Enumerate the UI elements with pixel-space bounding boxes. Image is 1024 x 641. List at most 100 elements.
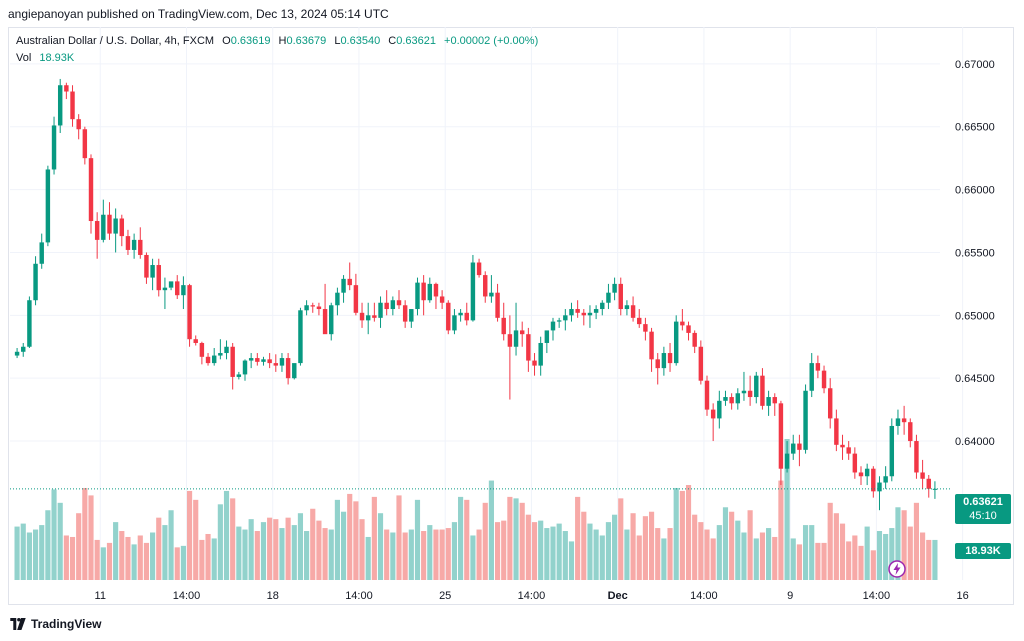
candle xyxy=(144,252,149,284)
candle xyxy=(33,256,38,306)
candle-body xyxy=(483,275,488,297)
candle-body xyxy=(686,325,691,333)
candle-body xyxy=(384,302,389,310)
volume-bar xyxy=(94,539,100,580)
candle xyxy=(304,300,309,316)
candle-body xyxy=(193,339,198,343)
volume-bar xyxy=(809,525,815,580)
volume-bar xyxy=(494,522,501,580)
candle xyxy=(279,353,285,372)
candle xyxy=(495,283,500,322)
candle xyxy=(723,390,728,406)
volume-bar xyxy=(223,490,230,580)
candle xyxy=(581,309,587,326)
candle xyxy=(205,353,211,366)
volume-bar xyxy=(476,529,482,580)
volume-bar xyxy=(790,538,796,580)
candle xyxy=(427,277,433,303)
candle xyxy=(421,275,426,316)
candle-body xyxy=(113,218,118,234)
candle-body xyxy=(809,363,814,391)
candle-body xyxy=(14,351,20,356)
volume-bar xyxy=(297,513,304,580)
volume-bars xyxy=(14,439,938,580)
volume-tag: 18.93K xyxy=(955,543,1011,559)
candle-body xyxy=(415,282,420,310)
candle-body xyxy=(365,315,371,321)
candle xyxy=(784,441,790,473)
volume-bar xyxy=(236,526,242,580)
candle xyxy=(630,296,636,322)
volume-bar xyxy=(390,532,396,580)
candle-body xyxy=(821,370,827,389)
legend-low-value: 0.63540 xyxy=(340,35,381,47)
candle xyxy=(138,227,143,259)
volume-bar xyxy=(704,529,710,580)
candle xyxy=(439,290,445,310)
volume-bar xyxy=(316,520,322,580)
candle-body xyxy=(255,358,260,362)
candle-body xyxy=(168,281,174,288)
candle xyxy=(827,378,833,429)
volume-bar xyxy=(692,514,698,580)
volume-bar xyxy=(673,487,679,580)
last-price-value: 0.63621 xyxy=(963,496,1003,508)
candle xyxy=(292,363,297,380)
candle xyxy=(236,371,242,380)
footer-brand[interactable]: TradingView xyxy=(10,617,101,631)
volume-bar xyxy=(279,528,285,580)
candle xyxy=(156,258,161,297)
volume-bar xyxy=(347,493,353,580)
lightning-icon[interactable] xyxy=(888,560,906,578)
candle xyxy=(513,302,519,356)
candle-body xyxy=(766,397,771,406)
candle xyxy=(365,302,371,335)
price-axis: 0.67000 0.66500 0.66000 0.65500 0.65000 0.645… xyxy=(955,59,995,448)
volume-bar xyxy=(710,538,716,580)
candle xyxy=(747,375,753,406)
volume-bar xyxy=(778,480,784,580)
volume-bar xyxy=(384,529,390,580)
candle xyxy=(341,275,346,303)
price-axis-label: 0.66000 xyxy=(955,185,995,197)
time-axis-label: 25 xyxy=(439,590,451,602)
candle-body xyxy=(273,363,279,366)
candlestick-chart[interactable]: 0.67000 0.66500 0.66000 0.65500 0.65000 0.645… xyxy=(8,27,1014,605)
candle xyxy=(563,309,568,331)
volume-bar xyxy=(427,525,433,580)
candle xyxy=(409,309,414,328)
candle-body xyxy=(741,390,747,394)
candle-body xyxy=(667,353,673,364)
candle xyxy=(908,418,913,448)
candle-body xyxy=(772,397,777,404)
volume-bar xyxy=(821,542,827,580)
candle xyxy=(101,199,106,243)
candle xyxy=(538,336,543,376)
legend-close-label: C xyxy=(388,35,397,47)
candle xyxy=(692,330,697,354)
volume-bar xyxy=(833,513,839,580)
candle-body xyxy=(513,330,519,347)
legend-vol-label[interactable]: Vol xyxy=(16,52,32,64)
volume-bar xyxy=(802,525,809,580)
candle-body xyxy=(643,324,648,332)
volume-bar xyxy=(377,513,384,580)
volume-bar xyxy=(32,529,39,580)
candle-body xyxy=(618,283,623,310)
candle xyxy=(310,302,315,313)
volume-bar xyxy=(618,498,624,580)
volume-bar xyxy=(716,525,722,580)
candle xyxy=(877,476,882,511)
candle xyxy=(329,302,334,341)
candle-body xyxy=(144,254,149,278)
volume-bar xyxy=(575,496,581,580)
volume-bar xyxy=(421,531,427,580)
candle xyxy=(846,441,851,460)
candle-body xyxy=(729,397,734,404)
candle-body xyxy=(575,309,580,313)
volume-bar xyxy=(63,535,69,580)
legend-symbol[interactable]: Australian Dollar / U.S. Dollar, 4h, FXC… xyxy=(16,35,215,47)
candle xyxy=(815,355,821,379)
candle-body xyxy=(889,425,895,477)
candle-body xyxy=(27,300,32,347)
